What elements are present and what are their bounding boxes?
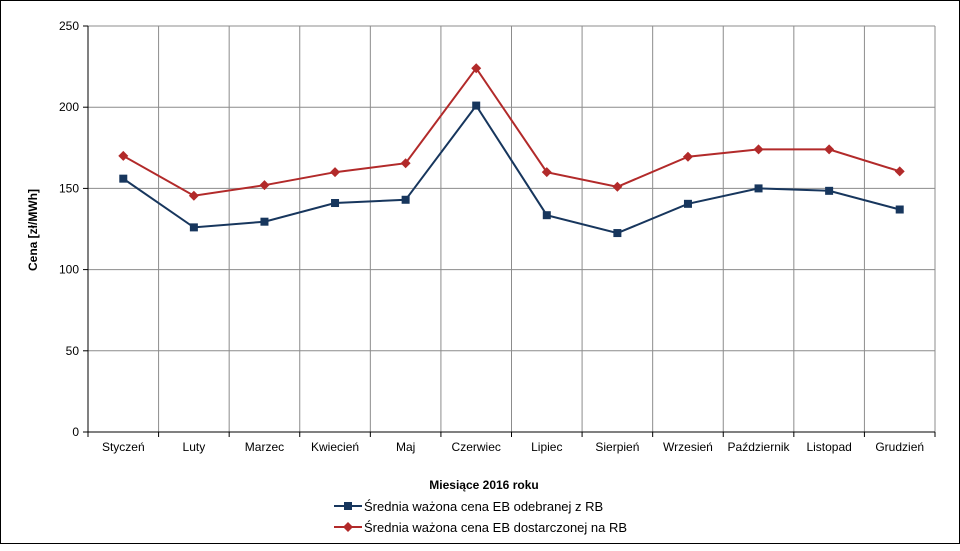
x-tick-label: Marzec	[245, 440, 284, 454]
x-tick-label: Styczeń	[102, 440, 145, 454]
series-group	[118, 63, 905, 238]
x-tick-label: Czerwiec	[452, 440, 501, 454]
x-tick-label: Wrzesień	[663, 440, 713, 454]
data-point	[541, 167, 552, 178]
data-point	[118, 150, 129, 161]
x-axis-title: Miesiące 2016 roku	[429, 478, 538, 492]
x-axis-ticks: Styczeń Luty Marzec Kwiecień Maj Czerwiec Lipi…	[87, 432, 936, 454]
legend-marker-1	[343, 522, 353, 532]
y-axis-title: Cena [zł/MWh]	[26, 189, 40, 271]
data-point	[895, 205, 904, 214]
x-tick-label: Lipiec	[531, 440, 562, 454]
x-tick-label: Sierpień	[595, 440, 639, 454]
data-point	[401, 195, 410, 204]
data-point	[825, 186, 834, 195]
grid-lines	[88, 25, 936, 432]
y-tick-label: 150	[59, 181, 79, 195]
series-line-1	[122, 66, 900, 197]
data-point	[471, 63, 482, 74]
data-point	[612, 181, 623, 192]
legend-marker-0	[344, 502, 352, 510]
data-point	[259, 180, 270, 191]
data-point	[824, 144, 835, 155]
data-point	[331, 199, 340, 208]
data-point	[119, 174, 128, 183]
data-point	[260, 217, 269, 226]
x-tick-label: Listopad	[806, 440, 851, 454]
x-tick-label: Grudzień	[875, 440, 924, 454]
y-tick-label: 100	[59, 263, 79, 277]
data-point	[894, 166, 905, 177]
data-point	[330, 167, 341, 178]
y-axis-ticks: 0 50 100 150 200 250	[59, 19, 88, 439]
x-tick-label: Kwiecień	[311, 440, 359, 454]
data-point	[753, 144, 764, 155]
y-tick-label: 0	[72, 425, 79, 439]
legend: Średnia ważona cena EB odebranej z RB Śr…	[334, 499, 627, 535]
legend-label-1: Średnia ważona cena EB dostarczonej na R…	[364, 520, 627, 535]
data-point	[682, 151, 693, 162]
x-tick-label: Luty	[183, 440, 206, 454]
series-1	[118, 63, 905, 201]
data-point	[683, 199, 692, 208]
data-point	[754, 184, 763, 193]
y-tick-label: 250	[59, 19, 79, 33]
data-point	[472, 101, 481, 110]
series-line-0	[122, 103, 900, 235]
y-tick-label: 50	[66, 344, 80, 358]
data-point	[188, 190, 199, 201]
data-point	[542, 211, 551, 220]
data-point	[613, 229, 622, 238]
legend-label-0: Średnia ważona cena EB odebranej z RB	[364, 499, 603, 514]
series-0	[119, 101, 904, 238]
legend-item-0: Średnia ważona cena EB odebranej z RB	[334, 499, 603, 514]
x-tick-label: Październik	[728, 440, 791, 454]
x-tick-label: Maj	[396, 440, 415, 454]
data-point	[189, 223, 198, 232]
legend-item-1: Średnia ważona cena EB dostarczonej na R…	[334, 520, 627, 535]
y-tick-label: 200	[59, 100, 79, 114]
data-point	[400, 158, 411, 169]
